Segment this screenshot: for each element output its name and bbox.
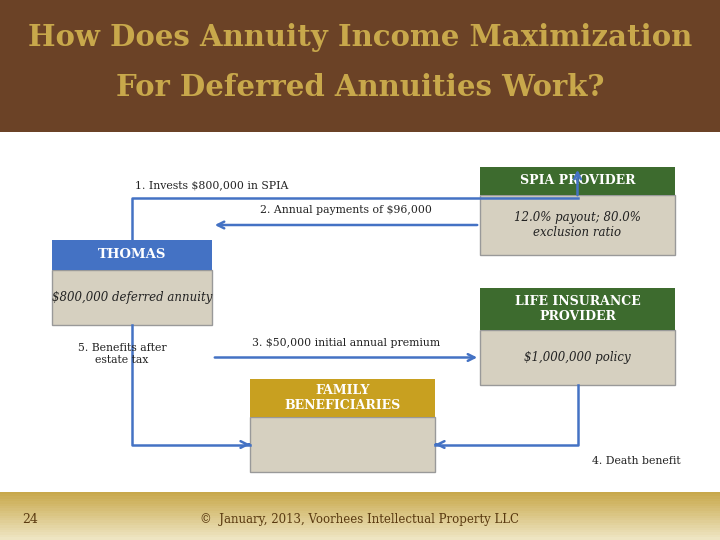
Text: 1. Invests $800,000 in SPIA: 1. Invests $800,000 in SPIA bbox=[135, 180, 289, 190]
Text: ©  January, 2013, Voorhees Intellectual Property LLC: © January, 2013, Voorhees Intellectual P… bbox=[200, 514, 520, 526]
Text: 4. Death benefit: 4. Death benefit bbox=[593, 456, 681, 467]
Bar bbox=[0, 499, 720, 502]
Text: 2. Annual payments of $96,000: 2. Annual payments of $96,000 bbox=[260, 205, 432, 215]
Bar bbox=[0, 530, 720, 533]
Bar bbox=[52, 270, 212, 325]
Text: $1,000,000 policy: $1,000,000 policy bbox=[524, 351, 631, 364]
Text: 24: 24 bbox=[22, 514, 38, 526]
Text: 3. $50,000 initial annual premium: 3. $50,000 initial annual premium bbox=[252, 338, 440, 348]
Text: $800,000 deferred annuity: $800,000 deferred annuity bbox=[52, 291, 212, 304]
Bar bbox=[0, 491, 720, 495]
Text: How Does Annuity Income Maximization: How Does Annuity Income Maximization bbox=[28, 24, 692, 52]
Bar bbox=[0, 494, 720, 497]
Bar bbox=[480, 195, 675, 255]
Text: SPIA PROVIDER: SPIA PROVIDER bbox=[520, 174, 635, 187]
Bar bbox=[480, 288, 675, 330]
Bar bbox=[52, 240, 212, 270]
Bar bbox=[0, 503, 720, 507]
Bar bbox=[480, 167, 675, 195]
Bar bbox=[0, 508, 720, 511]
Bar bbox=[0, 537, 720, 540]
Bar bbox=[0, 516, 720, 518]
Text: THOMAS: THOMAS bbox=[98, 248, 166, 261]
Bar bbox=[0, 501, 720, 504]
Text: FAMILY
BENEFICIARIES: FAMILY BENEFICIARIES bbox=[284, 384, 400, 412]
Bar bbox=[250, 417, 435, 472]
Text: For Deferred Annuities Work?: For Deferred Annuities Work? bbox=[116, 73, 604, 103]
Bar bbox=[0, 513, 720, 516]
Bar bbox=[0, 506, 720, 509]
Bar bbox=[0, 496, 720, 499]
Bar bbox=[0, 523, 720, 525]
Bar bbox=[0, 528, 720, 530]
Bar bbox=[0, 518, 720, 521]
Bar bbox=[0, 535, 720, 538]
Bar bbox=[0, 0, 720, 132]
Bar bbox=[0, 521, 720, 523]
Bar bbox=[0, 525, 720, 528]
Bar bbox=[0, 511, 720, 514]
Text: 5. Benefits after
estate tax: 5. Benefits after estate tax bbox=[78, 343, 166, 364]
Bar bbox=[0, 532, 720, 535]
Bar bbox=[480, 330, 675, 385]
Bar bbox=[250, 379, 435, 417]
Text: 12.0% payout; 80.0%
exclusion ratio: 12.0% payout; 80.0% exclusion ratio bbox=[514, 211, 641, 239]
Text: LIFE INSURANCE
PROVIDER: LIFE INSURANCE PROVIDER bbox=[515, 295, 640, 323]
